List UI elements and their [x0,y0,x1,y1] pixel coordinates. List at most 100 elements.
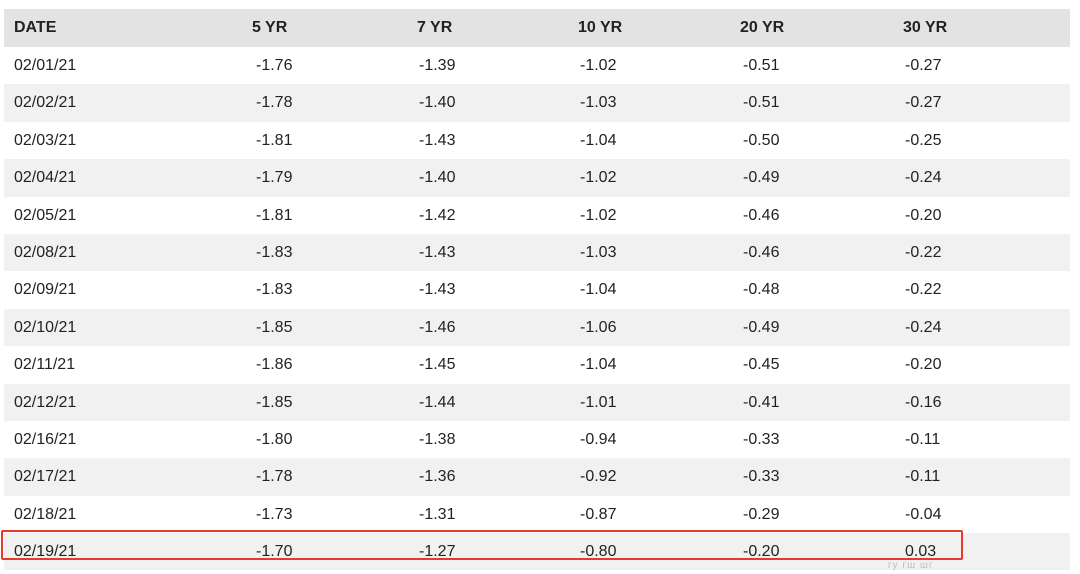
cell-7yr: -1.43 [419,243,456,261]
cell-7yr: -1.46 [419,318,456,336]
table-row: 02/12/21 -1.85 -1.44 -1.01 -0.41 -0.16 [4,383,1070,421]
cell-30yr: -0.24 [905,318,942,336]
cell-7yr: -1.42 [419,206,456,224]
cell-30yr: -0.22 [905,281,942,299]
table-body: 02/01/21 -1.76 -1.39 -1.02 -0.51 -0.27 02/02/2… [4,47,1070,571]
header-date: DATE [14,19,57,36]
cell-date: 02/19/21 [14,543,77,561]
cell-20yr: -0.46 [743,243,780,261]
cell-30yr: -0.04 [905,505,942,523]
cell-7yr: -1.40 [419,169,456,187]
table-row: 02/19/21 -1.70 -1.27 -0.80 -0.20 0.03 [4,533,1070,571]
cell-7yr: -1.36 [419,468,456,486]
header-7yr: 7 YR [417,19,453,36]
cell-date: 02/17/21 [14,468,77,486]
cell-7yr: -1.43 [419,281,456,299]
cell-date: 02/10/21 [14,318,77,336]
cell-7yr: -1.45 [419,356,456,374]
cell-date: 02/18/21 [14,505,77,523]
cell-5yr: -1.80 [256,430,293,448]
cell-10yr: -1.03 [580,243,617,261]
cell-30yr: -0.20 [905,356,942,374]
cell-date: 02/11/21 [14,356,76,374]
cell-date: 02/12/21 [14,393,77,411]
cell-30yr: -0.11 [905,430,941,448]
cell-10yr: -1.04 [580,356,617,374]
cell-10yr: -1.02 [580,206,617,224]
cell-date: 02/09/21 [14,281,77,299]
table-header-row: DATE 5 YR 7 YR 10 YR 20 YR 30 YR [4,9,1070,47]
cell-7yr: -1.38 [419,430,456,448]
cell-7yr: -1.43 [419,131,456,149]
cell-30yr: -0.27 [905,94,942,112]
cell-5yr: -1.85 [256,318,293,336]
cell-5yr: -1.78 [256,94,293,112]
cell-date: 02/04/21 [14,169,77,187]
cell-20yr: -0.45 [743,356,780,374]
cell-10yr: -0.92 [580,468,617,486]
cell-10yr: -1.02 [580,57,617,74]
cell-10yr: -1.02 [580,169,617,187]
cell-30yr: -0.11 [905,468,941,486]
cell-30yr: -0.22 [905,243,942,261]
cell-10yr: -1.04 [580,131,617,149]
cell-5yr: -1.81 [256,206,293,224]
header-5yr: 5 YR [252,19,288,36]
cell-20yr: -0.29 [743,505,780,523]
cell-date: 02/05/21 [14,206,77,224]
cell-20yr: -0.33 [743,430,780,448]
cell-7yr: -1.39 [419,57,456,74]
cell-5yr: -1.86 [256,356,293,374]
cell-30yr: -0.24 [905,169,942,187]
cell-5yr: -1.76 [256,57,293,74]
cell-30yr: -0.20 [905,206,942,224]
cell-30yr: -0.25 [905,131,942,149]
cell-20yr: -0.48 [743,281,780,299]
cell-5yr: -1.81 [256,131,293,149]
cell-7yr: -1.44 [419,393,456,411]
cell-20yr: -0.51 [743,94,780,112]
yield-table: DATE 5 YR 7 YR 10 YR 20 YR 30 YR 02/01/2… [4,9,1070,571]
cell-10yr: -1.01 [580,393,617,411]
cell-5yr: -1.83 [256,281,293,299]
cell-20yr: -0.46 [743,206,780,224]
cell-date: 02/08/21 [14,243,77,261]
table-row: 02/17/21 -1.78 -1.36 -0.92 -0.33 -0.11 [4,458,1070,496]
cell-5yr: -1.85 [256,393,293,411]
watermark: гу гш шг [888,560,934,571]
cell-10yr: -0.94 [580,430,617,448]
table-row: 02/02/21 -1.78 -1.40 -1.03 -0.51 -0.27 [4,84,1070,122]
cell-7yr: -1.40 [419,94,456,112]
cell-30yr: -0.27 [905,57,942,74]
cell-date: 02/02/21 [14,94,77,112]
cell-20yr: -0.51 [743,57,780,74]
cell-20yr: -0.49 [743,318,780,336]
table-row: 02/04/21 -1.79 -1.40 -1.02 -0.49 -0.24 [4,159,1070,197]
cell-10yr: -1.03 [580,94,617,112]
table-row: 02/01/21 -1.76 -1.39 -1.02 -0.51 -0.27 [4,47,1070,84]
table-row: 02/11/21 -1.86 -1.45 -1.04 -0.45 -0.20 [4,346,1070,383]
table-row: 02/03/21 -1.81 -1.43 -1.04 -0.50 -0.25 [4,122,1070,159]
header-10yr: 10 YR [578,19,623,36]
cell-10yr: -1.06 [580,318,617,336]
header-20yr: 20 YR [740,19,785,36]
cell-20yr: -0.50 [743,131,780,149]
cell-5yr: -1.70 [256,543,293,561]
cell-10yr: -0.87 [580,505,617,523]
cell-7yr: -1.27 [419,543,456,561]
cell-date: 02/03/21 [14,131,77,149]
cell-30yr: 0.03 [905,543,937,561]
table-row: 02/10/21 -1.85 -1.46 -1.06 -0.49 -0.24 [4,308,1070,347]
table-row: 02/16/21 -1.80 -1.38 -0.94 -0.33 -0.11 [4,421,1070,458]
cell-5yr: -1.73 [256,505,293,523]
cell-date: 02/01/21 [14,57,77,74]
table-row: 02/05/21 -1.81 -1.42 -1.02 -0.46 -0.20 [4,197,1070,234]
header-30yr: 30 YR [903,19,948,36]
cell-30yr: -0.16 [905,393,942,411]
cell-5yr: -1.79 [256,169,293,187]
table-row: 02/09/21 -1.83 -1.43 -1.04 -0.48 -0.22 [4,271,1070,308]
cell-20yr: -0.49 [743,169,780,187]
cell-5yr: -1.83 [256,243,293,261]
cell-20yr: -0.41 [743,393,780,411]
cell-7yr: -1.31 [419,505,456,523]
